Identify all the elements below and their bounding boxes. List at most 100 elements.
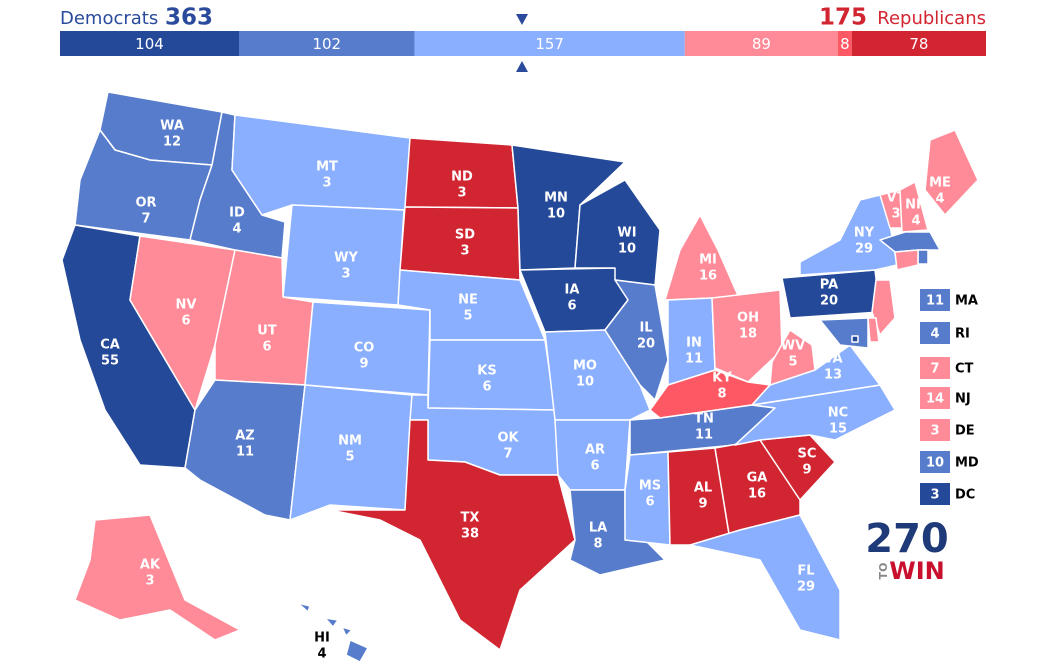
state-abbr: WY bbox=[334, 251, 358, 266]
bar-segment-label: 8 bbox=[840, 35, 850, 53]
dem-total: 363 bbox=[165, 5, 213, 31]
legend-box[interactable] bbox=[920, 322, 950, 344]
state-votes: 3 bbox=[322, 176, 331, 191]
state[interactable] bbox=[917, 249, 929, 265]
state-votes: 20 bbox=[637, 337, 655, 352]
state-votes: 4 bbox=[911, 214, 920, 229]
state[interactable] bbox=[74, 514, 241, 641]
state[interactable] bbox=[867, 317, 880, 343]
state[interactable] bbox=[769, 329, 816, 386]
state[interactable] bbox=[819, 317, 869, 349]
state[interactable] bbox=[297, 602, 311, 613]
states: WA12OR7CA55NV6ID4MT3WY3UT6AZ11CO9NM5ND3S… bbox=[61, 91, 979, 663]
legend-abbr: DE bbox=[955, 424, 975, 439]
legend-box[interactable] bbox=[920, 289, 950, 311]
state-votes: 12 bbox=[163, 135, 181, 150]
state-votes: 10 bbox=[618, 242, 636, 257]
legend-box[interactable] bbox=[920, 451, 950, 473]
state-votes: 6 bbox=[567, 299, 576, 314]
state-abbr: VA bbox=[823, 352, 842, 367]
state-abbr: OK bbox=[497, 431, 519, 446]
legend-box[interactable] bbox=[920, 387, 950, 409]
state-abbr: AK bbox=[140, 558, 161, 573]
state-abbr: WA bbox=[160, 119, 184, 134]
state-votes: 3 bbox=[145, 574, 154, 589]
state[interactable] bbox=[129, 235, 236, 411]
legend-abbr: CT bbox=[955, 362, 974, 377]
state-abbr: FL bbox=[797, 564, 814, 579]
state-island[interactable] bbox=[341, 626, 353, 637]
state[interactable] bbox=[851, 335, 859, 343]
legend-votes: 3 bbox=[930, 424, 939, 439]
legend-box[interactable] bbox=[920, 419, 950, 441]
dem-label: Democrats bbox=[60, 8, 158, 29]
state-votes: 6 bbox=[645, 495, 654, 510]
state[interactable] bbox=[289, 384, 413, 521]
bar-segment bbox=[851, 31, 986, 56]
state-abbr: ME bbox=[929, 176, 951, 191]
bar-segment-label: 157 bbox=[535, 35, 564, 53]
state-abbr: AR bbox=[585, 443, 605, 458]
state-votes: 6 bbox=[590, 459, 599, 474]
state-votes: 4 bbox=[935, 192, 944, 207]
state-votes: 5 bbox=[788, 355, 797, 370]
marker-top bbox=[516, 14, 528, 25]
state[interactable] bbox=[734, 384, 896, 446]
state-abbr: GA bbox=[747, 471, 768, 486]
legend-abbr: DC bbox=[955, 488, 975, 503]
state-abbr: NE bbox=[458, 293, 478, 308]
legend-abbr: RI bbox=[955, 327, 970, 342]
state-abbr: SC bbox=[798, 447, 817, 462]
state-votes: 38 bbox=[461, 527, 479, 542]
state-votes: 5 bbox=[345, 450, 354, 465]
state-abbr: MS bbox=[639, 479, 661, 494]
state-votes: 3 bbox=[341, 267, 350, 282]
state-abbr: NV bbox=[176, 298, 197, 313]
state-abbr: NH bbox=[905, 198, 927, 213]
state-votes: 6 bbox=[482, 380, 491, 395]
state[interactable] bbox=[899, 181, 929, 233]
legend-votes: 3 bbox=[930, 488, 939, 503]
state[interactable] bbox=[604, 279, 669, 401]
state-votes: 9 bbox=[802, 463, 811, 478]
state-abbr: NM bbox=[338, 434, 362, 449]
state-abbr: PA bbox=[820, 278, 838, 293]
state-abbr: NC bbox=[828, 406, 848, 421]
legend-votes: 10 bbox=[926, 456, 944, 471]
bar-segment-label: 102 bbox=[312, 35, 341, 53]
state[interactable] bbox=[894, 249, 919, 271]
state-votes: 3 bbox=[891, 207, 900, 222]
legend-box[interactable] bbox=[920, 357, 950, 379]
state-abbr: NY bbox=[854, 226, 875, 241]
state-votes: 7 bbox=[141, 212, 150, 227]
state-votes: 4 bbox=[317, 647, 326, 662]
state[interactable] bbox=[689, 514, 841, 641]
state[interactable] bbox=[799, 194, 898, 276]
state-votes: 16 bbox=[748, 487, 766, 502]
bar-segment bbox=[684, 31, 838, 56]
legend-abbr: MA bbox=[955, 294, 978, 309]
state-island[interactable] bbox=[345, 639, 369, 663]
state-votes: 6 bbox=[181, 314, 190, 329]
state-abbr: MN bbox=[544, 191, 568, 206]
state[interactable] bbox=[924, 129, 979, 216]
state[interactable] bbox=[624, 451, 671, 546]
state[interactable] bbox=[329, 419, 576, 651]
marker-bottom bbox=[516, 61, 528, 72]
state-abbr: OH bbox=[737, 311, 759, 326]
state-votes: 10 bbox=[576, 375, 594, 390]
state-abbr: HI bbox=[314, 631, 330, 646]
state-votes: 13 bbox=[824, 368, 842, 383]
state[interactable] bbox=[711, 289, 783, 383]
state-island[interactable] bbox=[324, 617, 339, 628]
bar-segment-label: 89 bbox=[752, 35, 771, 53]
state-abbr: MT bbox=[316, 160, 338, 175]
state-votes: 15 bbox=[829, 422, 847, 437]
state[interactable] bbox=[871, 279, 896, 336]
legend-abbr: MD bbox=[955, 456, 979, 471]
bar-segment-label: 104 bbox=[135, 35, 164, 53]
state-votes: 6 bbox=[262, 340, 271, 355]
legend-box[interactable] bbox=[920, 483, 950, 505]
state-abbr: AL bbox=[694, 481, 712, 496]
